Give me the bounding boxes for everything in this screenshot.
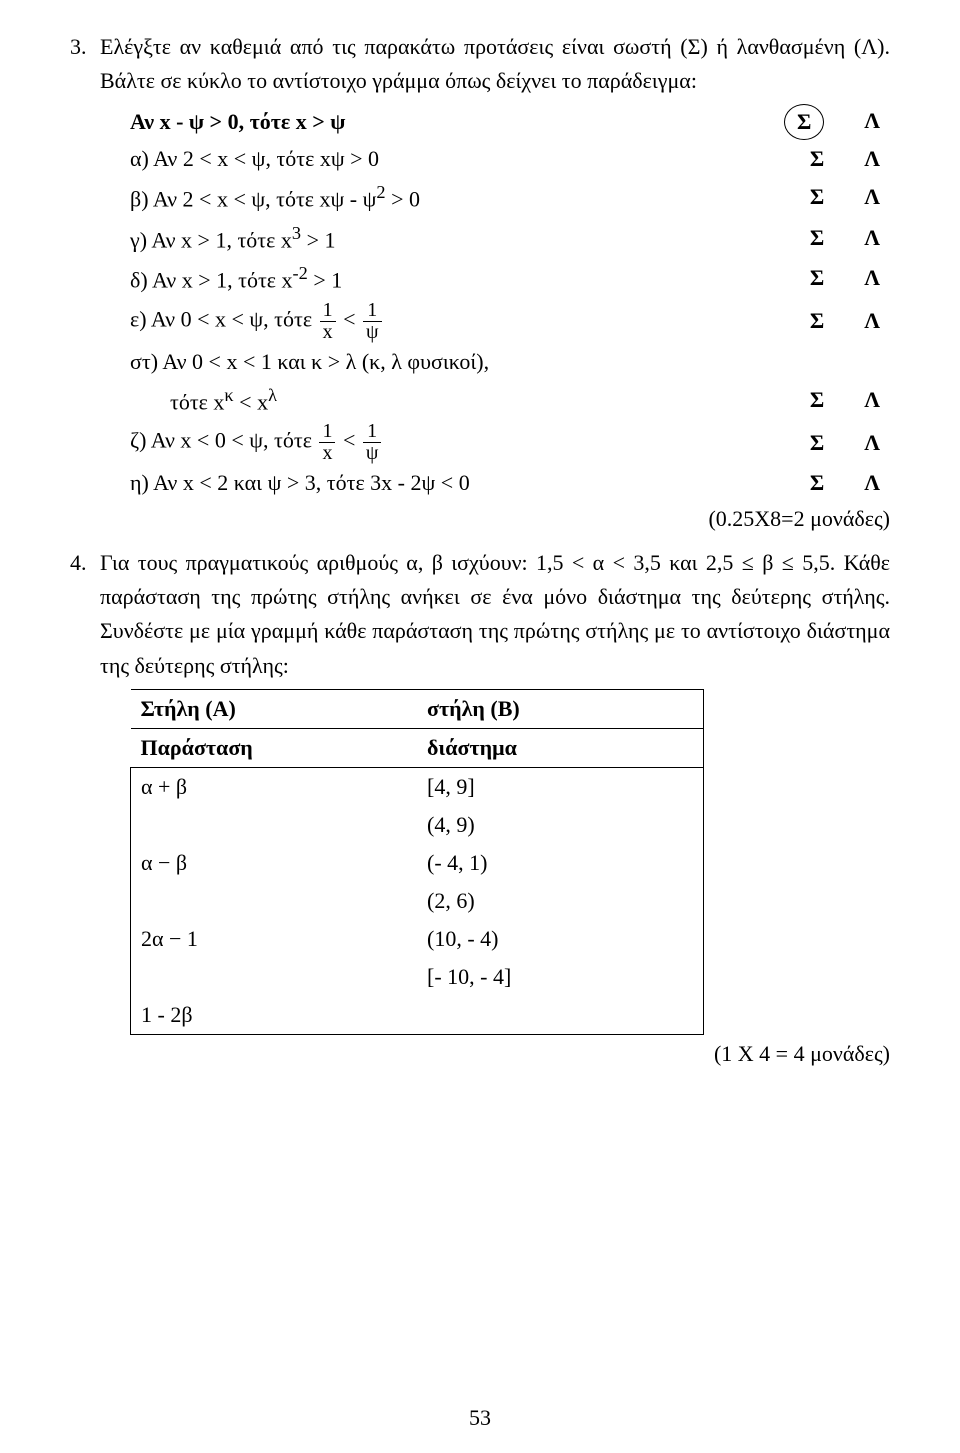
- q4-table: Στήλη (Α) στήλη (Β) Παράσταση διάστημα α…: [70, 689, 890, 1036]
- lambda-label: Λ: [864, 221, 880, 255]
- frac-1psi: 1ψ: [363, 300, 382, 343]
- lambda-label: Λ: [864, 466, 880, 500]
- q3-example-text: Αν x - ψ > 0, τότε x > ψ: [130, 109, 345, 134]
- item-st-label: στ): [130, 349, 158, 374]
- item-b-label: β): [130, 187, 149, 212]
- row-a: [131, 806, 418, 844]
- q3-example-row: Αν x - ψ > 0, τότε x > ψ Σ Λ: [70, 104, 890, 140]
- row-b: (4, 9): [417, 806, 704, 844]
- item-d-sup: -2: [293, 263, 308, 283]
- q3-item-e: ε) Αν 0 < x < ψ, τότε 1x < 1ψ Σ Λ: [70, 300, 890, 343]
- item-c-post: > 1: [301, 227, 335, 252]
- q3-score: (0.25Χ8=2 μονάδες): [70, 502, 890, 536]
- row-b: (- 4, 1): [417, 844, 704, 882]
- sigma-label: Σ: [810, 142, 824, 176]
- lambda-label: Λ: [864, 383, 880, 417]
- item-e-pre: Αν 0 < x < ψ, τότε: [151, 306, 318, 331]
- item-c-sup: 3: [292, 223, 301, 243]
- item-c-label: γ): [130, 227, 147, 252]
- col-a-head2: Παράσταση: [131, 728, 418, 767]
- item-st-mid: < x: [234, 389, 268, 414]
- q3-item-h: η) Αν x < 2 και ψ > 3, τότε 3x - 2ψ < 0 …: [70, 466, 890, 500]
- frac-1x-z: 1x: [319, 421, 335, 464]
- q3-item-d: δ) Αν x > 1, τότε x-2 > 1 Σ Λ: [70, 259, 890, 297]
- q4-number: 4.: [70, 546, 100, 682]
- lt-sign: <: [343, 306, 355, 331]
- row-a: [131, 882, 418, 920]
- sigma-label: Σ: [810, 383, 824, 417]
- item-a-text: Αν 2 < x < ψ, τότε xψ > 0: [153, 146, 379, 171]
- item-e-label: ε): [130, 306, 147, 331]
- row-a: [131, 958, 418, 996]
- item-h-text: Αν x < 2 και ψ > 3, τότε 3x - 2ψ < 0: [153, 470, 470, 495]
- item-a-label: α): [130, 146, 149, 171]
- item-c-pre: Αν x > 1, τότε x: [151, 227, 292, 252]
- lambda-label: Λ: [864, 261, 880, 295]
- circled-sigma: Σ: [784, 104, 824, 140]
- item-b-sup: 2: [376, 182, 385, 202]
- row-a: 2α − 1: [131, 920, 418, 958]
- page-number: 53: [0, 1401, 960, 1435]
- q3-item-st-line1: στ) Αν 0 < x < 1 και κ > λ (κ, λ φυσικοί…: [70, 345, 890, 379]
- col-a-head1: Στήλη (Α): [131, 689, 418, 728]
- col-b-head1: στήλη (Β): [417, 689, 704, 728]
- item-st-sup1: κ: [224, 385, 233, 405]
- q3-item-b: β) Αν 2 < x < ψ, τότε xψ - ψ2 > 0 Σ Λ: [70, 178, 890, 216]
- row-b: [417, 996, 704, 1035]
- lambda-label: Λ: [864, 180, 880, 214]
- sigma-label: Σ: [810, 221, 824, 255]
- q4-intro: 4. Για τους πραγματικούς αριθμούς α, β ι…: [70, 546, 890, 682]
- q4-score: (1 Χ 4 = 4 μονάδες): [70, 1037, 890, 1071]
- item-d-pre: Αν x > 1, τότε x: [152, 267, 293, 292]
- item-st-pre: τότε x: [170, 389, 224, 414]
- q3-item-z: ζ) Αν x < 0 < ψ, τότε 1x < 1ψ Σ Λ: [70, 421, 890, 464]
- q4-intro-text: Για τους πραγματικούς αριθμούς α, β ισχύ…: [100, 546, 890, 682]
- row-a: α − β: [131, 844, 418, 882]
- q3-item-a: α) Αν 2 < x < ψ, τότε xψ > 0 Σ Λ: [70, 142, 890, 176]
- q3-intro: 3. Ελέγξτε αν καθεμιά από τις παρακάτω π…: [70, 30, 890, 98]
- item-d-label: δ): [130, 267, 148, 292]
- frac-1psi-z: 1ψ: [363, 421, 382, 464]
- row-a: α + β: [131, 767, 418, 806]
- row-b: (2, 6): [417, 882, 704, 920]
- sigma-label: Σ: [810, 466, 824, 500]
- item-h-label: η): [130, 470, 149, 495]
- item-d-post: > 1: [308, 267, 342, 292]
- q3-item-c: γ) Αν x > 1, τότε x3 > 1 Σ Λ: [70, 219, 890, 257]
- lambda-label: Λ: [864, 142, 880, 176]
- lt-sign: <: [343, 428, 355, 453]
- row-a: 1 - 2β: [131, 996, 418, 1035]
- col-b-head2: διάστημα: [417, 728, 704, 767]
- sigma-label: Σ: [810, 261, 824, 295]
- sigma-label: Σ: [810, 180, 824, 214]
- item-b-post: > 0: [386, 187, 420, 212]
- item-z-pre: Αν x < 0 < ψ, τότε: [151, 428, 318, 453]
- row-b: (10, - 4): [417, 920, 704, 958]
- item-z-label: ζ): [130, 428, 146, 453]
- frac-1x: 1x: [320, 300, 336, 343]
- lambda-label: Λ: [864, 426, 880, 460]
- sigma-label: Σ: [810, 426, 824, 460]
- sigma-label: Σ: [810, 304, 824, 338]
- row-b: [4, 9]: [417, 767, 704, 806]
- q3-number: 3.: [70, 30, 100, 98]
- q3-intro-text: Ελέγξτε αν καθεμιά από τις παρακάτω προτ…: [100, 30, 890, 98]
- lambda-label: Λ: [864, 304, 880, 338]
- item-st-line1: Αν 0 < x < 1 και κ > λ (κ, λ φυσικοί),: [162, 349, 489, 374]
- q3-item-st-line2: τότε xκ < xλ Σ Λ: [70, 381, 890, 419]
- item-b-pre: Αν 2 < x < ψ, τότε xψ - ψ: [153, 187, 377, 212]
- item-st-sup2: λ: [268, 385, 277, 405]
- row-b: [- 10, - 4]: [417, 958, 704, 996]
- lambda-label: Λ: [864, 104, 880, 140]
